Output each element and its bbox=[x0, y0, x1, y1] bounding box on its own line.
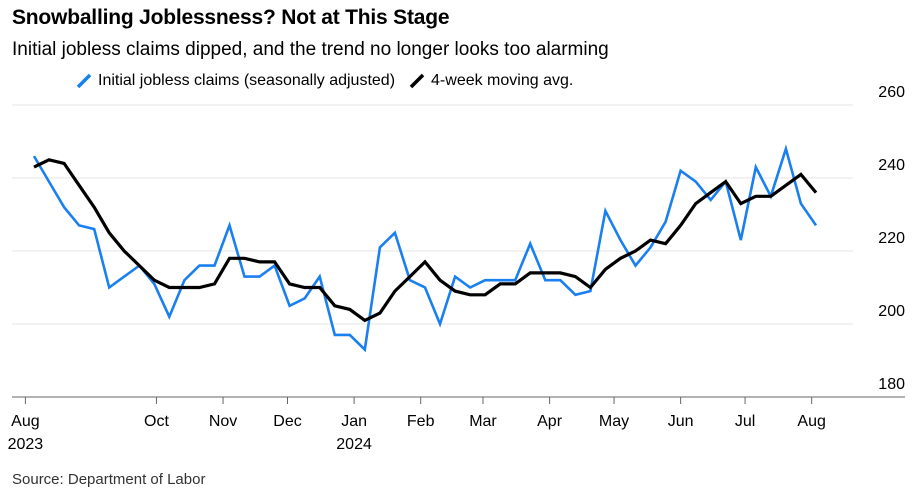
x-tick-label: Oct bbox=[144, 413, 169, 430]
y-tick-label: 240 bbox=[878, 157, 905, 174]
y-tick-label: 260 bbox=[878, 84, 905, 101]
y-tick-label: 200 bbox=[878, 303, 905, 320]
x-axis: Aug 2023 Oct Nov Dec Jan 2024 Feb Mar Apr May Jun Ju… bbox=[8, 396, 905, 453]
x-tick-label: Nov bbox=[209, 413, 237, 430]
series-line-moving-avg bbox=[33, 158, 818, 323]
series-layer bbox=[32, 144, 818, 353]
legend-label-avg: 4-week moving avg. bbox=[431, 72, 574, 89]
legend-item-avg: 4-week moving avg. bbox=[409, 72, 573, 90]
x-tick-label: Aug bbox=[11, 413, 39, 430]
chart-title: Snowballing Joblessness? Not at This Sta… bbox=[12, 6, 450, 29]
x-tick-year-label: 2024 bbox=[336, 436, 372, 453]
x-tick-label: Apr bbox=[537, 413, 563, 430]
legend-swatch-avg bbox=[409, 73, 425, 89]
x-tick-label: Dec bbox=[273, 413, 301, 430]
grid-layer: 180 200 220 240 260 bbox=[12, 84, 905, 393]
x-tick-label: Mar bbox=[469, 413, 497, 430]
source-note: Source: Department of Labor bbox=[12, 471, 206, 488]
x-tick-label: Jul bbox=[735, 413, 755, 430]
y-tick-label: 220 bbox=[878, 230, 905, 247]
x-tick-label: Jan bbox=[341, 413, 367, 430]
x-tick-year-label: 2023 bbox=[8, 436, 44, 453]
x-tick-label: Jun bbox=[668, 413, 694, 430]
legend-swatch-claims bbox=[76, 73, 92, 89]
x-tick-label: Aug bbox=[797, 413, 825, 430]
series-line-claims bbox=[32, 144, 818, 353]
y-tick-label: 180 bbox=[878, 376, 905, 393]
legend-item-claims: Initial jobless claims (seasonally adjus… bbox=[76, 72, 395, 90]
chart-legend: Initial jobless claims (seasonally adjus… bbox=[76, 72, 587, 90]
x-tick-label: May bbox=[599, 413, 629, 430]
chart-subtitle: Initial jobless claims dipped, and the t… bbox=[12, 39, 609, 60]
legend-label-claims: Initial jobless claims (seasonally adjus… bbox=[98, 72, 396, 89]
x-tick-label: Feb bbox=[407, 413, 435, 430]
